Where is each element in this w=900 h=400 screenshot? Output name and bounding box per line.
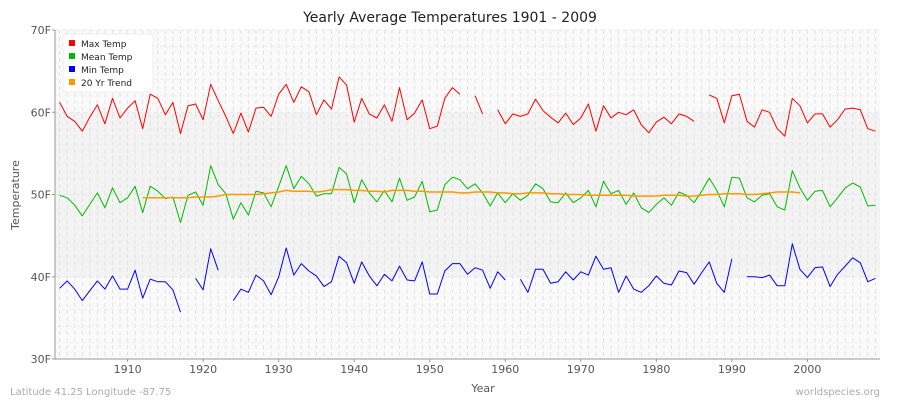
- series-line-max-temp: [59, 76, 461, 135]
- footer-location: Latitude 41.25 Longitude -87.75: [10, 387, 171, 398]
- x-tick-label: 2000: [793, 363, 821, 376]
- x-tick-label: 1980: [642, 363, 670, 376]
- series-line-min-temp: [747, 243, 876, 288]
- chart-title: Yearly Average Temperatures 1901 - 2009: [302, 10, 597, 26]
- x-tick-label: 1920: [189, 363, 217, 376]
- y-tick-label: 60F: [31, 106, 51, 119]
- series-line-min-temp: [232, 247, 506, 301]
- y-tick-label: 40F: [31, 271, 51, 284]
- y-tick-label: 70F: [31, 24, 51, 37]
- series-line-max-temp: [497, 98, 695, 134]
- y-tick-label: 30F: [31, 353, 51, 366]
- x-axis-label: Year: [470, 382, 495, 395]
- series-line-mean-temp: [59, 165, 876, 223]
- legend-swatch: [69, 53, 75, 59]
- x-tick-label: 1930: [265, 363, 293, 376]
- y-axis-label: Temperature: [9, 160, 22, 231]
- x-tick-label: 1950: [416, 363, 444, 376]
- x-tick-label: 1970: [567, 363, 595, 376]
- x-tick-label: 1960: [491, 363, 519, 376]
- x-tick-label: 1940: [340, 363, 368, 376]
- legend: Max Temp Mean Temp Min Temp 20 Yr Trend: [62, 33, 154, 93]
- legend-label: Max Temp: [81, 40, 127, 50]
- series-line-20-yr-trend: [142, 188, 800, 199]
- legend-swatch: [69, 40, 75, 46]
- series-line-min-temp: [59, 269, 181, 313]
- legend-label: Mean Temp: [81, 53, 133, 63]
- legend-swatch: [69, 66, 75, 72]
- legend-label: 20 Yr Trend: [81, 79, 132, 89]
- footer-source[interactable]: worldspecies.org: [796, 387, 880, 398]
- series-line-min-temp: [195, 248, 219, 291]
- series-line-max-temp: [474, 95, 484, 115]
- x-tick-label: 1910: [114, 363, 142, 376]
- series-line-max-temp: [709, 93, 876, 137]
- y-tick-label: 50F: [31, 189, 51, 202]
- series-line-min-temp: [519, 255, 733, 293]
- legend-label: Min Temp: [81, 66, 124, 76]
- legend-swatch: [69, 79, 75, 85]
- x-tick-label: 1990: [718, 363, 746, 376]
